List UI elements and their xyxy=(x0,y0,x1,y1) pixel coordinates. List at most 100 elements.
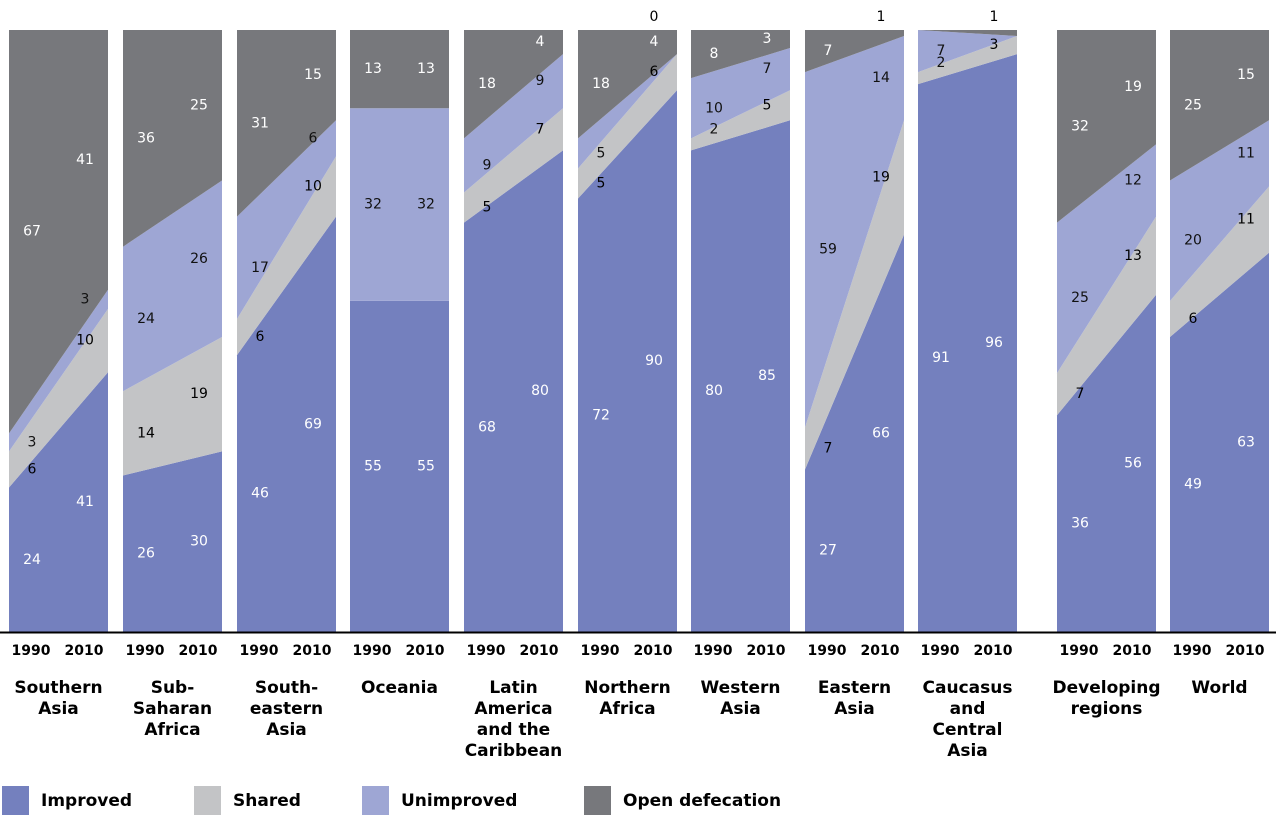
legend-item-open-defecation: Open defecation xyxy=(584,782,781,819)
data-label: 24 xyxy=(137,311,155,327)
data-label: 5 xyxy=(597,176,606,192)
legend: Improved Shared Unimproved Open defecati… xyxy=(0,782,1276,819)
data-label: 7 xyxy=(824,440,833,456)
data-label: 85 xyxy=(758,368,776,384)
band-unimproved xyxy=(350,108,449,301)
region-label-line: Western xyxy=(701,678,781,698)
data-label: 5 xyxy=(483,200,492,216)
year-tick-label: 1990 xyxy=(467,643,506,659)
data-label: 91 xyxy=(932,350,950,366)
data-label: 13 xyxy=(417,61,435,77)
band-open-defecation xyxy=(123,30,222,247)
region-label: South-eastern Asia xyxy=(250,678,323,740)
region-label: Latin America and the Caribbean xyxy=(465,678,563,761)
region-label-line: Africa xyxy=(599,699,655,719)
legend-label-unimproved: Unimproved xyxy=(401,790,518,811)
data-label: 7 xyxy=(1076,386,1085,402)
data-label: 80 xyxy=(705,383,723,399)
region-label-line: Asia xyxy=(834,699,875,719)
region-label: Caucasus and Central Asia xyxy=(923,678,1013,761)
data-label: 26 xyxy=(137,546,155,562)
region-label-line: America xyxy=(474,699,552,719)
year-tick-label: 2010 xyxy=(406,643,445,659)
data-label: 30 xyxy=(190,534,208,550)
data-label: 4 xyxy=(650,34,659,50)
band-shared xyxy=(691,90,790,151)
data-label: 3 xyxy=(81,291,90,307)
data-label: 6 xyxy=(309,130,318,146)
data-label: 13 xyxy=(364,61,382,77)
region-label-line: and the xyxy=(477,720,550,740)
band-unimproved xyxy=(578,54,677,169)
data-label: 5 xyxy=(763,97,772,113)
legend-swatch-unimproved xyxy=(362,786,389,815)
data-label: 7 xyxy=(824,43,833,59)
band-unimproved xyxy=(464,54,563,193)
legend-swatch-improved xyxy=(2,786,29,815)
band-unimproved xyxy=(9,289,108,452)
legend-item-unimproved: Unimproved xyxy=(362,782,517,819)
legend-swatch-open-defecation xyxy=(584,786,611,815)
data-label: 25 xyxy=(190,97,208,113)
data-label: 4 xyxy=(536,34,545,50)
legend-label-improved: Improved xyxy=(41,790,133,811)
region-label-line: and xyxy=(950,699,986,719)
region-label: Southern Asia xyxy=(14,678,102,719)
data-label: 49 xyxy=(1184,477,1202,493)
data-label: 6 xyxy=(650,64,659,80)
data-label: 80 xyxy=(531,383,549,399)
data-label: 12 xyxy=(1124,173,1142,189)
data-label: 6 xyxy=(28,461,37,477)
region-label-line: eastern xyxy=(250,699,323,719)
band-shared xyxy=(1170,186,1269,338)
data-label: 19 xyxy=(872,169,890,185)
region-label-line: regions xyxy=(1071,699,1143,719)
year-tick-label: 2010 xyxy=(974,643,1013,659)
band-open-defecation xyxy=(691,30,790,79)
region-label-line: Saharan xyxy=(133,699,212,719)
data-label: 9 xyxy=(483,157,492,173)
data-label: 59 xyxy=(819,242,837,258)
data-label: 67 xyxy=(23,224,41,240)
region-label-line: Northern xyxy=(584,678,671,698)
band-unimproved xyxy=(1057,144,1156,374)
data-label: 68 xyxy=(478,419,496,435)
band-shared xyxy=(578,54,677,199)
band-improved xyxy=(123,451,222,632)
data-label: 90 xyxy=(645,353,663,369)
data-label: 19 xyxy=(190,386,208,402)
data-label: 15 xyxy=(304,67,322,83)
region-label-line: Eastern xyxy=(818,678,891,698)
data-label: 11 xyxy=(1237,212,1255,228)
data-label: 18 xyxy=(478,76,496,92)
band-open-defecation xyxy=(237,30,336,217)
band-shared xyxy=(9,308,108,488)
band-open-defecation xyxy=(805,30,904,73)
region-label-line: Central xyxy=(933,720,1003,740)
data-label: 14 xyxy=(872,70,890,86)
year-tick-label: 1990 xyxy=(1173,643,1212,659)
region-label-line: Asia xyxy=(38,699,79,719)
region-label: Oceania xyxy=(361,678,438,698)
region-label: Western Asia xyxy=(701,678,781,719)
band-open-defecation xyxy=(578,30,677,139)
region-label-line: Caribbean xyxy=(465,741,563,761)
data-label: 32 xyxy=(1071,118,1089,134)
data-label: 17 xyxy=(251,260,269,276)
data-label: 9 xyxy=(536,73,545,89)
region-label-line: Sub- xyxy=(151,678,195,698)
band-improved xyxy=(691,120,790,633)
data-label: 32 xyxy=(417,197,435,213)
year-tick-label: 2010 xyxy=(1226,643,1265,659)
data-label: 32 xyxy=(364,197,382,213)
year-tick-label: 1990 xyxy=(1060,643,1099,659)
data-label: 0 xyxy=(650,9,659,25)
band-open-defecation xyxy=(9,30,108,434)
data-label: 63 xyxy=(1237,434,1255,450)
legend-label-open-defecation: Open defecation xyxy=(623,790,782,811)
legend-label-shared: Shared xyxy=(233,790,301,811)
data-label: 69 xyxy=(304,416,322,432)
band-open-defecation xyxy=(1170,30,1269,181)
data-label: 66 xyxy=(872,425,890,441)
year-tick-label: 1990 xyxy=(581,643,620,659)
